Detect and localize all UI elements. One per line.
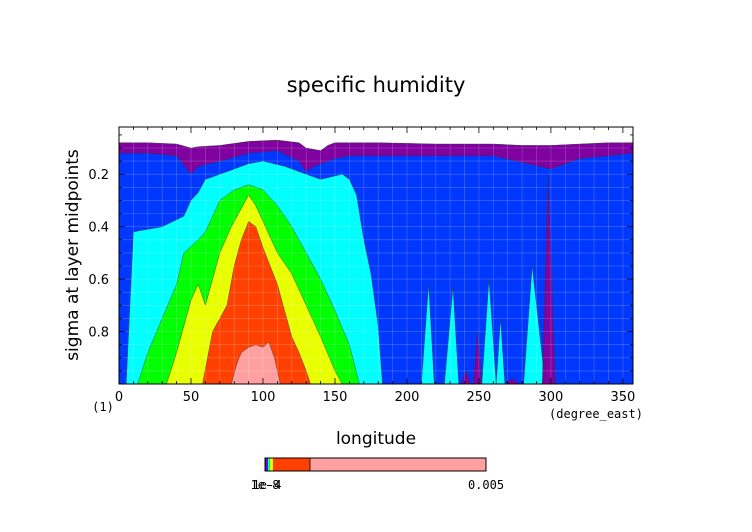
colorbar-swatch-5 <box>270 458 273 471</box>
x-tick-label: 350 <box>610 390 635 405</box>
x-tick-label: 300 <box>538 390 563 405</box>
x-tick-label: 0 <box>115 390 123 405</box>
plot-frame <box>118 126 634 385</box>
y-tick-label: 0.2 <box>88 168 109 183</box>
colorbar-swatch-2 <box>267 458 268 471</box>
chart-title: specific humidity <box>287 73 466 97</box>
y-axis-label: sigma at layer midpoints <box>63 149 83 361</box>
colorbar <box>264 457 487 472</box>
x-axis-label: longitude <box>336 429 416 449</box>
x-tick-label: 100 <box>251 390 276 405</box>
colorbar-frame <box>264 457 487 472</box>
axis-ticks <box>118 127 633 384</box>
x-tick-label: 200 <box>395 390 420 405</box>
x-tick-labels: 0 50 100 150 200 250 300 350 <box>115 390 635 405</box>
colorbar-swatch-4 <box>269 458 270 471</box>
colorbar-min-label: 1e-8 <box>251 478 280 492</box>
y-tick-label: 0.8 <box>88 326 109 341</box>
colorbar-swatch-6 <box>273 458 310 471</box>
colorbar-swatch-7 <box>310 458 486 471</box>
colorbar-mid-label: 1e-4 <box>253 478 282 492</box>
grid-lines <box>119 127 633 384</box>
contour-level-6 <box>202 221 311 385</box>
x-tick-label: 150 <box>323 390 348 405</box>
contour-level-7 <box>231 341 281 385</box>
y-tick-labels: 0.2 0.4 0.6 0.8 <box>88 168 109 340</box>
y-tick-label: 0.6 <box>88 273 109 288</box>
x-tick-label: 50 <box>183 390 200 405</box>
x-tick-label: 250 <box>466 390 491 405</box>
y-unit-label: (1) <box>92 400 114 414</box>
y-tick-label: 0.4 <box>88 221 109 236</box>
x-unit-label: (degree_east) <box>549 407 643 421</box>
colorbar-max-label: 0.005 <box>468 478 504 492</box>
plot-area <box>118 139 634 385</box>
colorbar-swatch-3 <box>268 458 269 471</box>
colorbar-swatch-1 <box>265 458 267 471</box>
